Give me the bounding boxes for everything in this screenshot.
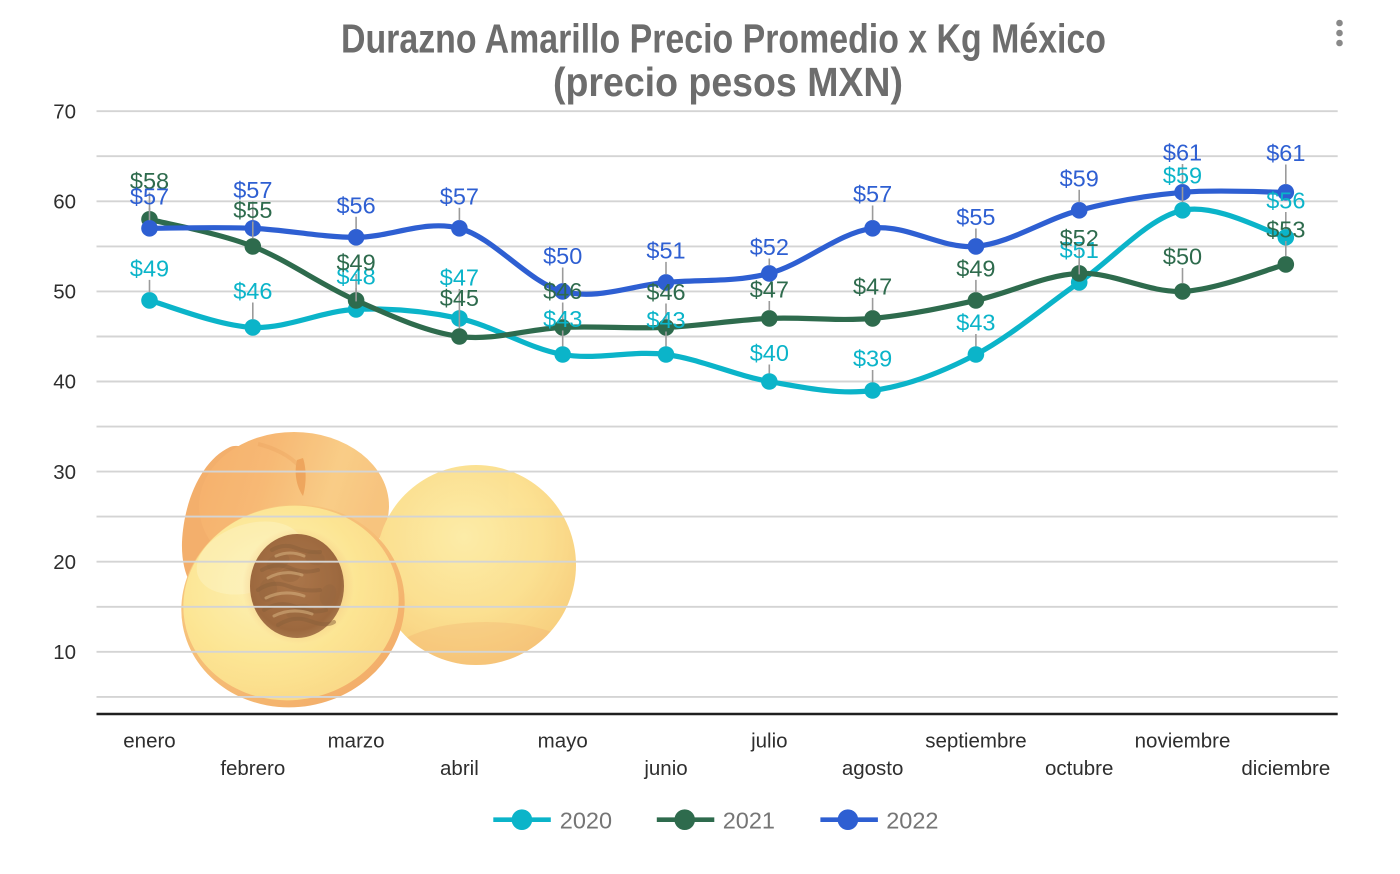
svg-text:julio: julio — [750, 730, 787, 753]
svg-text:$50: $50 — [1163, 244, 1202, 270]
svg-text:40: 40 — [53, 371, 76, 394]
svg-text:enero: enero — [123, 730, 175, 753]
svg-text:marzo: marzo — [328, 730, 385, 753]
svg-text:$53: $53 — [1266, 217, 1305, 243]
svg-text:$43: $43 — [646, 307, 685, 333]
svg-text:$51: $51 — [1060, 237, 1099, 263]
svg-text:10: 10 — [53, 641, 76, 664]
svg-text:$49: $49 — [130, 255, 169, 281]
svg-text:20: 20 — [53, 551, 76, 574]
svg-text:mayo: mayo — [538, 730, 588, 753]
svg-text:$46: $46 — [543, 278, 582, 304]
svg-text:$59: $59 — [1060, 165, 1099, 191]
svg-text:$59: $59 — [1163, 163, 1202, 189]
svg-text:octubre: octubre — [1045, 757, 1113, 780]
svg-text:$46: $46 — [646, 279, 685, 305]
svg-text:$45: $45 — [440, 285, 479, 311]
svg-text:$47: $47 — [440, 265, 479, 291]
svg-text:Durazno Amarillo Precio Promed: Durazno Amarillo Precio Promedio x Kg Mé… — [341, 16, 1106, 62]
svg-text:60: 60 — [53, 191, 76, 214]
svg-text:2020: 2020 — [560, 808, 612, 834]
svg-text:febrero: febrero — [220, 757, 285, 780]
svg-text:$61: $61 — [1163, 140, 1202, 166]
svg-text:diciembre: diciembre — [1241, 757, 1330, 780]
svg-text:$61: $61 — [1266, 140, 1305, 166]
svg-text:50: 50 — [53, 281, 76, 304]
svg-text:septiembre: septiembre — [925, 730, 1026, 753]
svg-text:agosto: agosto — [842, 757, 904, 780]
svg-text:$56: $56 — [1266, 188, 1305, 214]
svg-text:2022: 2022 — [886, 808, 938, 834]
svg-text:$55: $55 — [233, 197, 272, 223]
svg-text:abril: abril — [440, 757, 479, 780]
svg-text:$57: $57 — [440, 183, 479, 209]
svg-text:$52: $52 — [1060, 225, 1099, 251]
svg-text:$48: $48 — [336, 264, 375, 290]
svg-text:junio: junio — [643, 757, 687, 780]
svg-text:(precio pesos MXN): (precio pesos MXN) — [553, 59, 903, 105]
svg-text:30: 30 — [53, 461, 76, 484]
svg-text:$55: $55 — [956, 204, 995, 230]
svg-text:$49: $49 — [956, 255, 995, 281]
svg-text:$49: $49 — [336, 250, 375, 276]
svg-text:$50: $50 — [543, 243, 582, 269]
svg-text:$56: $56 — [336, 192, 375, 218]
svg-text:$47: $47 — [750, 277, 789, 303]
svg-text:$39: $39 — [853, 346, 892, 372]
svg-text:$46: $46 — [233, 278, 272, 304]
svg-text:$51: $51 — [646, 237, 685, 263]
svg-text:$47: $47 — [853, 273, 892, 299]
svg-text:$43: $43 — [956, 310, 995, 336]
svg-text:$57: $57 — [233, 177, 272, 203]
svg-text:noviembre: noviembre — [1135, 730, 1231, 753]
svg-text:2021: 2021 — [723, 808, 775, 834]
svg-text:$43: $43 — [543, 306, 582, 332]
svg-text:$52: $52 — [750, 234, 789, 260]
svg-text:$58: $58 — [130, 168, 169, 194]
svg-text:70: 70 — [53, 100, 76, 123]
svg-text:$40: $40 — [750, 340, 789, 366]
svg-text:$57: $57 — [130, 183, 169, 209]
svg-text:$57: $57 — [853, 181, 892, 207]
